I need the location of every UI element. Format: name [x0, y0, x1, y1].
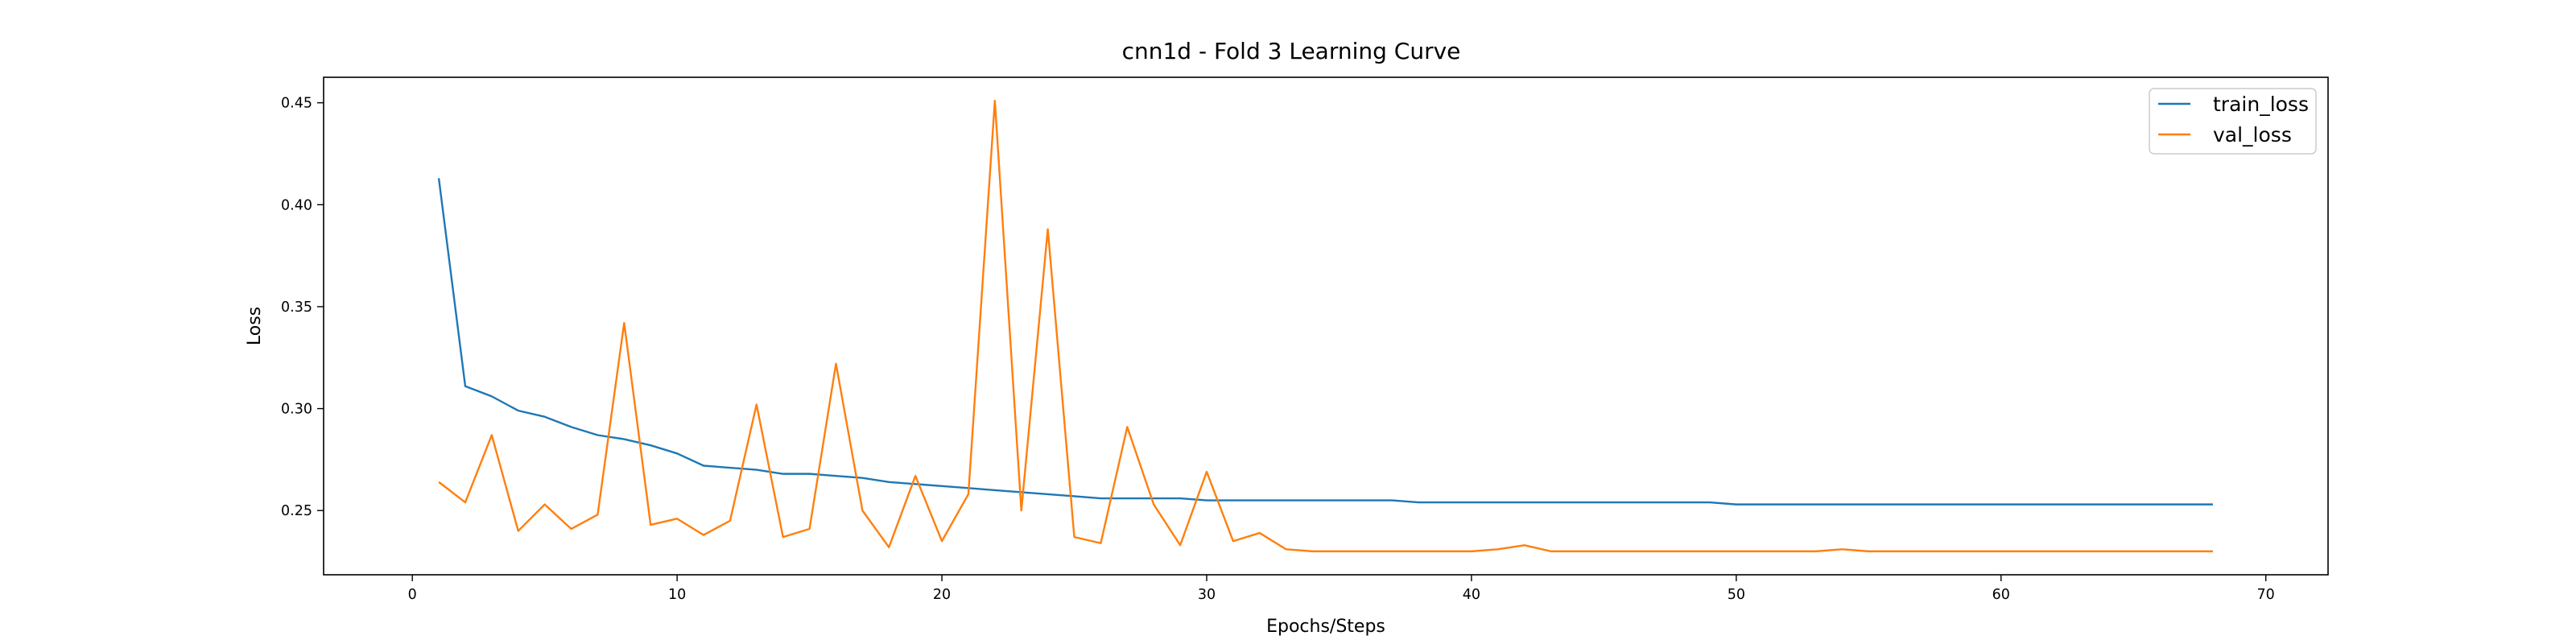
y-tick-label: 0.45 — [281, 96, 312, 112]
legend-box — [2149, 88, 2317, 155]
y-axis-label: Loss — [245, 307, 265, 345]
x-tick-label: 30 — [1198, 587, 1216, 603]
x-axis-ticks: 0 10 20 30 40 50 60 70 — [408, 575, 2275, 603]
legend-label-train-loss: train_loss — [2213, 93, 2309, 116]
axes-frame — [323, 76, 2329, 576]
x-axis-label: Epochs/Steps — [1266, 617, 1385, 637]
legend: train_loss val_loss — [2149, 88, 2317, 155]
y-tick-label: 0.35 — [281, 299, 312, 316]
y-axis-ticks: 0.25 0.30 0.35 0.40 0.45 — [281, 96, 324, 519]
series-layer — [437, 99, 2213, 553]
chart-title: cnn1d - Fold 3 Learning Curve — [1122, 38, 1461, 64]
series-line-val-loss — [438, 99, 2213, 553]
x-tick-label: 10 — [668, 587, 686, 603]
y-tick-label: 0.30 — [281, 402, 312, 418]
legend-label-val-loss: val_loss — [2213, 123, 2292, 147]
series-line-train-loss — [437, 178, 2213, 506]
x-tick-label: 0 — [408, 587, 417, 603]
plot-area: 0 10 20 30 40 50 60 70 0.25 0.30 0.35 0.40 0.45 — [281, 76, 2329, 603]
y-tick-label: 0.40 — [281, 197, 312, 213]
x-tick-label: 50 — [1728, 587, 1745, 603]
x-tick-label: 40 — [1463, 587, 1480, 603]
x-tick-label: 60 — [1992, 587, 2010, 603]
x-tick-label: 20 — [933, 587, 951, 603]
x-tick-label: 70 — [2257, 587, 2275, 603]
y-tick-label: 0.25 — [281, 503, 312, 519]
